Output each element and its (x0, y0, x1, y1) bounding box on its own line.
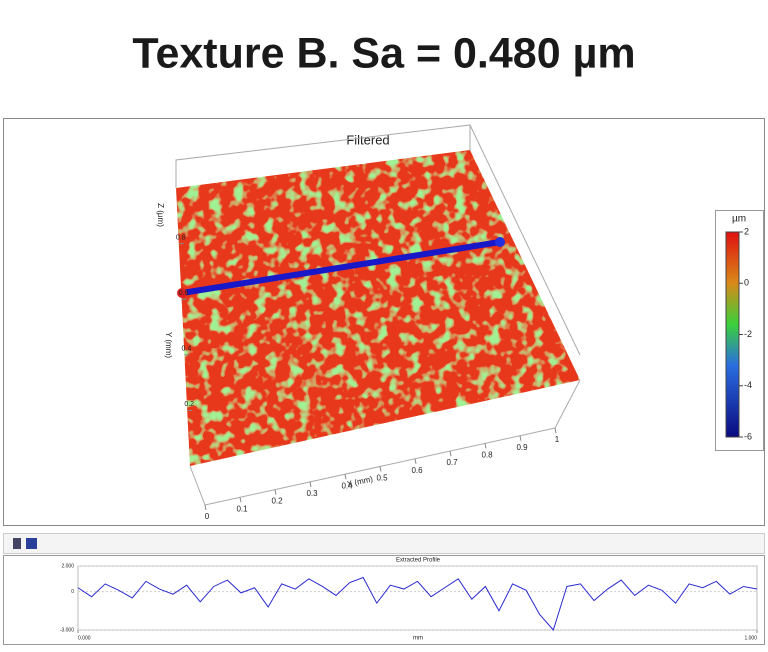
y-axis-label: Y (mm) (164, 332, 173, 358)
x-tick (484, 443, 487, 449)
profile-x-label: mm (413, 636, 423, 642)
colorbar-tick-label: 0 (744, 278, 749, 288)
y-tick-label: 0 (71, 589, 74, 595)
y-tick-label: 0.6 (179, 290, 189, 297)
x-tick (554, 427, 557, 434)
profile-panel (3, 555, 765, 645)
x-tick (344, 474, 347, 480)
x-tick (519, 435, 522, 441)
colorbar-tick-label: -6 (744, 431, 752, 441)
profile-start (177, 288, 187, 298)
x-tick-label: 0.3 (306, 489, 318, 498)
y-tick-label: 0.2 (184, 401, 194, 408)
colorbar-title: µm (732, 214, 746, 225)
toolbar-icons[interactable] (13, 538, 37, 549)
x-tick-label: 0.6 (411, 466, 423, 475)
x-tick-label: 0.2 (271, 497, 283, 506)
x-tick-label: 0.4 (341, 481, 353, 490)
y-tick-label: 2.000 (61, 563, 74, 569)
x-tick (274, 489, 277, 495)
x-tick-label: 0.5 (376, 474, 388, 483)
colorbar (725, 231, 740, 438)
colorbar-tick-label: 2 (744, 226, 749, 236)
x-tick (309, 481, 312, 487)
y-tick-label: 0.8 (176, 234, 186, 241)
x-tick-label: 1 (555, 435, 560, 444)
colorbar-tick-label: -2 (744, 329, 752, 339)
y-tick-label: -3.000 (60, 627, 74, 633)
x-tick (414, 458, 417, 464)
x-tick-label: 0.7 (446, 458, 458, 467)
profile (77, 576, 758, 631)
x-tick (379, 466, 382, 472)
x-tick-label: 1.000 (744, 635, 757, 641)
pin-icon[interactable] (13, 538, 21, 549)
surface-title: Filtered (346, 132, 389, 147)
toolbar (3, 533, 765, 554)
x-tick-label: 0.000 (78, 635, 91, 641)
page-title: Texture B. Sa = 0.480 µm (132, 29, 635, 77)
profile-line (181, 239, 501, 296)
colorbar-tick-label: -4 (744, 380, 752, 390)
y-tick-label: 0.4 (182, 346, 192, 353)
x-tick-label: 0 (205, 512, 210, 521)
profile-end (495, 237, 505, 247)
x-tick (239, 497, 242, 503)
x-tick-label: 0.8 (481, 451, 493, 460)
z-axis-label: Z (µm) (156, 203, 165, 227)
save-icon[interactable] (26, 538, 37, 549)
x-tick-label: 0.1 (236, 504, 248, 513)
profile-title: Extracted Profile (396, 558, 441, 564)
profile-plot-area (77, 565, 758, 631)
x-tick (449, 451, 452, 457)
x-tick (204, 504, 207, 511)
x-tick-label: 0.9 (516, 443, 528, 452)
